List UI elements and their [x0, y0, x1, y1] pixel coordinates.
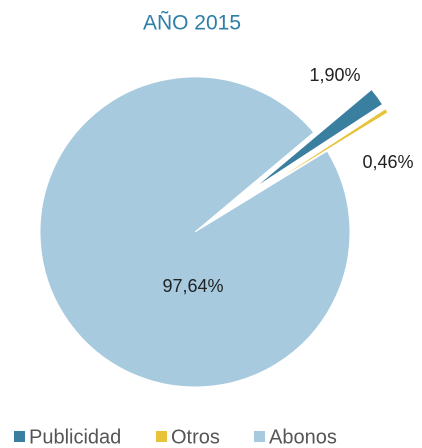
pie-slice	[39, 76, 351, 388]
legend-marker	[14, 431, 25, 442]
pie-slice	[255, 108, 389, 194]
chart-title: AÑO 2015	[143, 11, 241, 35]
legend-label: Otros	[171, 426, 220, 448]
data-label: 97,64%	[162, 276, 223, 296]
pie-slice	[252, 88, 384, 190]
legend-marker	[254, 431, 265, 442]
legend-label: Publicidad	[29, 426, 121, 448]
data-label: 0,46%	[362, 152, 413, 172]
legend-label: Abonos	[269, 426, 337, 448]
data-label: 1,90%	[309, 65, 360, 85]
legend-marker	[156, 431, 167, 442]
